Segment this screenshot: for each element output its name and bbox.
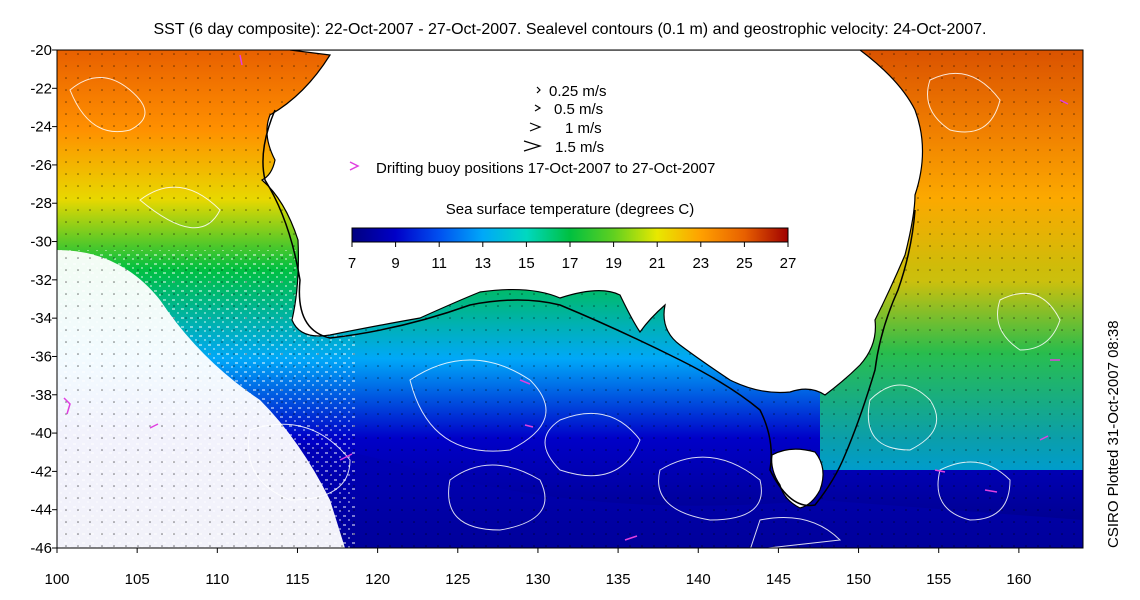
colorbar-tick-label: 7	[348, 255, 356, 272]
map-frame	[56, 49, 1084, 549]
colorbar-ticks: 7 9 11 13 15 17 19 21 23 25 27	[348, 242, 797, 272]
latitude-tick-label: -30	[30, 234, 52, 251]
latitude-tick-label: -34	[30, 310, 52, 327]
longitude-tick-label: 130	[525, 571, 550, 588]
velocity-arrow-icon-05	[534, 104, 542, 112]
latitude-tick-label: -28	[30, 195, 52, 212]
colorbar-tick-label: 9	[391, 255, 399, 272]
longitude-tick-label: 110	[205, 571, 229, 588]
colorbar-tick-label: 15	[518, 255, 535, 272]
latitude-tick-label: -42	[30, 463, 52, 480]
map-title: SST (6 day composite): 22-Oct-2007 - 27-…	[153, 21, 987, 38]
latitude-axis: -20 -22 -24 -26 -28 -30 -32 -34 -36 -38 -40 -42 -44 -…	[30, 42, 57, 557]
velocity-arrow-icon-1	[529, 122, 542, 132]
latitude-tick-label: -24	[30, 119, 52, 136]
colorbar-tick-label: 21	[649, 255, 666, 272]
latitude-tick-label: -26	[30, 157, 52, 174]
velocity-label-025: 0.25 m/s	[549, 83, 607, 100]
buoy-legend-label: Drifting buoy positions 17-Oct-2007 to 2…	[376, 160, 715, 177]
longitude-tick-label: 135	[606, 571, 631, 588]
longitude-tick-label: 100	[44, 571, 69, 588]
map-area	[57, 50, 1083, 548]
australia-landmass	[260, 50, 924, 396]
velocity-legend: 0.25 m/s 0.5 m/s 1 m/s 1.5 m/s Drifting …	[349, 83, 715, 177]
latitude-tick-label: -36	[30, 348, 52, 365]
buoy-marker-icon	[349, 161, 360, 171]
latitude-tick-label: -40	[30, 425, 52, 442]
longitude-tick-label: 125	[445, 571, 470, 588]
longitude-tick-label: 150	[846, 571, 871, 588]
latitude-tick-label: -38	[30, 387, 52, 404]
velocity-arrow-icon-15	[523, 140, 543, 152]
plot-credit: CSIRO Plotted 31-Oct-2007 08:38	[1105, 320, 1122, 548]
latitude-tick-label: -32	[30, 272, 52, 289]
colorbar-tick-label: 23	[692, 255, 709, 272]
longitude-tick-label: 120	[365, 571, 390, 588]
colorbar-tick-label: 17	[562, 255, 579, 272]
longitude-tick-label: 115	[286, 571, 310, 588]
velocity-arrow-icon-025	[536, 86, 541, 94]
latitude-tick-label: -46	[30, 540, 52, 557]
longitude-tick-label: 145	[766, 571, 791, 588]
colorbar-title: Sea surface temperature (degrees C)	[446, 201, 694, 218]
colorbar-tick-label: 25	[736, 255, 753, 272]
latitude-tick-label: -44	[30, 502, 52, 519]
colorbar-tick-label: 19	[605, 255, 622, 272]
sealevel-contours	[69, 72, 1061, 548]
colorbar-tick-label: 11	[431, 255, 447, 272]
colorbar-tick-label: 27	[780, 255, 797, 272]
shelf-edge-line	[262, 109, 916, 507]
latitude-tick-label: -22	[30, 80, 52, 97]
latitude-tick-label: -20	[30, 42, 52, 59]
colorbar-tick-label: 13	[474, 255, 491, 272]
velocity-label-15: 1.5 m/s	[555, 139, 604, 156]
longitude-axis: 100 105 110 115 120 125 130 135 140 145 150 155 160	[44, 548, 1031, 588]
colorbar-scale	[351, 227, 789, 243]
velocity-label-1: 1 m/s	[565, 120, 602, 137]
longitude-tick-label: 160	[1006, 571, 1031, 588]
longitude-tick-label: 105	[125, 571, 150, 588]
drifting-buoy-tracks	[63, 54, 1069, 541]
sst-colorbar: Sea surface temperature (degrees C) 7 9 11…	[348, 201, 797, 272]
longitude-tick-label: 140	[686, 571, 711, 588]
velocity-label-05: 0.5 m/s	[554, 101, 603, 118]
longitude-tick-label: 155	[926, 571, 951, 588]
